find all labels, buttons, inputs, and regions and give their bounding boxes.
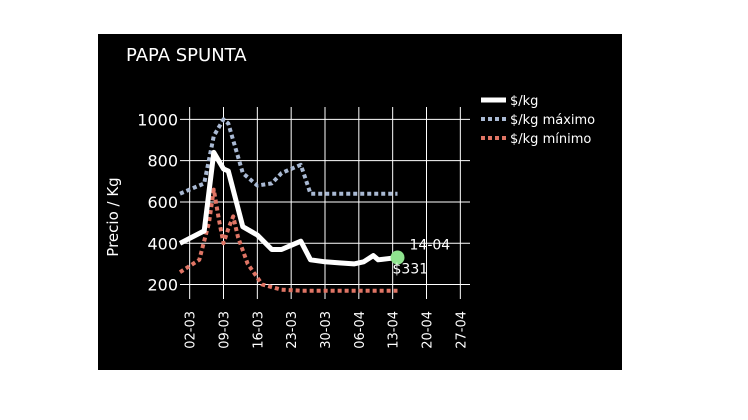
- annotation-value-label: $331: [393, 262, 429, 278]
- x-tick-label: 16-03: [251, 311, 266, 349]
- y-tick-label: 800: [147, 152, 178, 171]
- x-tick-label: 09-03: [218, 311, 233, 349]
- y-tick-label: 600: [147, 193, 178, 212]
- y-tick-label: 1000: [137, 110, 178, 129]
- series-layer: [178, 117, 398, 293]
- x-tick-label: 23-03: [285, 311, 300, 349]
- series-line-minimo: [178, 187, 398, 293]
- series-line-maximo: [179, 117, 398, 196]
- chart-svg: PAPA SPUNTA Precio / Kg 02-03 09-03 16-03 2…: [104, 45, 595, 349]
- chart-panel: PAPA SPUNTA Precio / Kg 02-03 09-03 16-03 2…: [98, 34, 622, 370]
- legend-item-precio: $/kg: [481, 94, 538, 109]
- legend-item-minimo: $/kg mínimo: [481, 132, 591, 147]
- legend-label: $/kg mínimo: [510, 132, 591, 147]
- y-tick-label: 200: [147, 276, 178, 295]
- tick-labels: 02-03 09-03 16-03 23-03 30-03 06-04 13-04 20-04…: [137, 110, 469, 348]
- x-tick-label: 27-04: [454, 311, 469, 349]
- x-tick-label: 02-03: [184, 311, 199, 349]
- x-tick-label: 06-04: [353, 311, 368, 349]
- x-tick-label: 20-04: [421, 311, 436, 349]
- annotation: 14-04 $331: [390, 238, 451, 278]
- legend-item-maximo: $/kg máximo: [481, 113, 595, 128]
- x-tick-label: 30-03: [319, 311, 334, 349]
- grid-lines: [180, 107, 470, 299]
- legend: $/kg $/kg máximo $/kg mínimo: [481, 94, 595, 147]
- annotation-date-label: 14-04: [410, 238, 451, 254]
- annotation-marker: [390, 250, 405, 265]
- series-line-precio: [178, 149, 398, 267]
- legend-label: $/kg: [510, 94, 538, 109]
- chart-title: PAPA SPUNTA: [126, 45, 247, 66]
- legend-label: $/kg máximo: [510, 113, 595, 128]
- y-axis-label: Precio / Kg: [104, 177, 122, 256]
- x-tick-label: 13-04: [387, 311, 402, 349]
- y-tick-label: 400: [147, 234, 178, 253]
